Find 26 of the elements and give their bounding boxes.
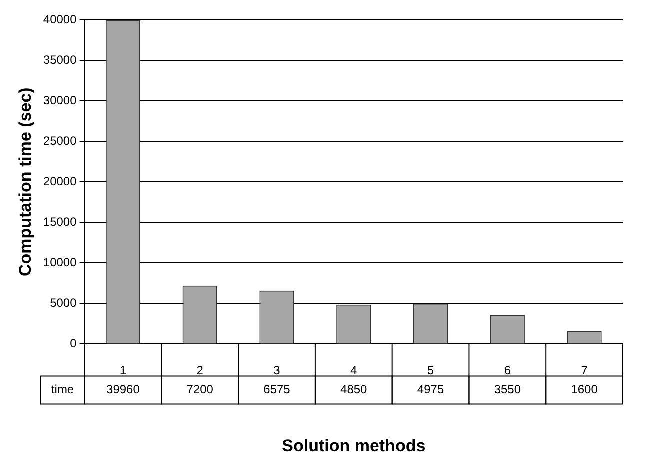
x-tick-label: 4: [350, 364, 358, 378]
data-label: 3550: [494, 382, 522, 397]
x-tick-label: 1: [120, 364, 127, 378]
y-tick-label: 30000: [43, 93, 78, 108]
x-axis-title: Solution methods: [282, 436, 426, 456]
data-label: 39960: [106, 382, 140, 397]
y-tick-label: 35000: [43, 52, 78, 67]
x-tick-label: 7: [581, 364, 588, 378]
x-tick-label: 3: [274, 364, 281, 378]
y-tick-label: 10000: [43, 255, 78, 270]
x-tick-label: 6: [504, 364, 512, 378]
y-tick-label: 0: [70, 336, 78, 351]
y-tick-label: 20000: [43, 174, 78, 188]
x-tick-label: 5: [427, 364, 434, 378]
y-axis-title: Computation time (sec): [16, 88, 35, 277]
data-label: 4850: [340, 382, 368, 397]
y-tick-label: 40000: [43, 12, 78, 26]
text: time: [51, 382, 74, 397]
x-tick-label: 2: [196, 364, 204, 378]
y-tick-label: 5000: [50, 296, 78, 310]
y-tick-label: 15000: [43, 214, 78, 229]
data-label: 6575: [264, 382, 291, 397]
data-label: 7200: [186, 382, 214, 397]
data-label: 1600: [571, 382, 598, 397]
y-tick-label: 25000: [43, 134, 78, 148]
data-label: 4975: [417, 382, 444, 397]
